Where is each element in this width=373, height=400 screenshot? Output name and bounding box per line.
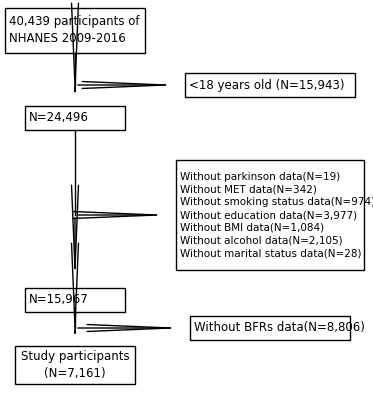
Text: <18 years old (N=15,943): <18 years old (N=15,943)	[189, 78, 345, 92]
Text: Study participants
(N=7,161): Study participants (N=7,161)	[21, 350, 129, 380]
Text: Without parkinson data(N=19)
Without MET data(N=342)
Without smoking status data: Without parkinson data(N=19) Without MET…	[180, 172, 373, 258]
FancyBboxPatch shape	[15, 346, 135, 384]
FancyBboxPatch shape	[5, 8, 145, 52]
FancyBboxPatch shape	[190, 316, 350, 340]
Text: N=24,496: N=24,496	[29, 112, 89, 124]
FancyBboxPatch shape	[176, 160, 364, 270]
Text: 40,439 participants of
NHANES 2009-2016: 40,439 participants of NHANES 2009-2016	[9, 15, 140, 45]
Text: N=15,967: N=15,967	[29, 294, 89, 306]
FancyBboxPatch shape	[25, 288, 125, 312]
Text: Without BFRs data(N=8,806): Without BFRs data(N=8,806)	[194, 322, 365, 334]
FancyBboxPatch shape	[25, 106, 125, 130]
FancyBboxPatch shape	[185, 73, 355, 97]
